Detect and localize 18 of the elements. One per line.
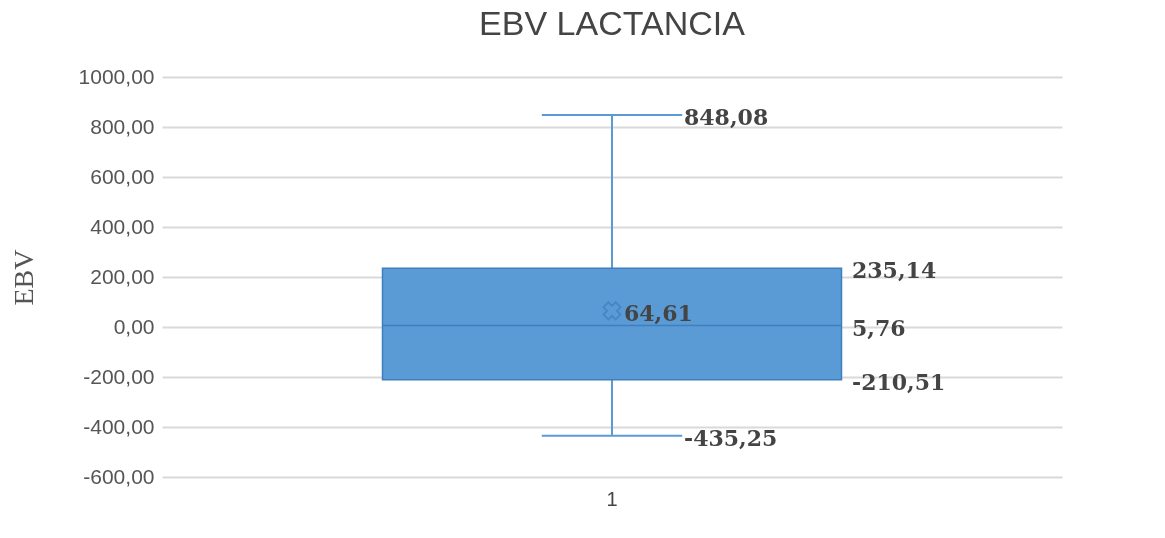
y-tick-label: 800,00: [90, 114, 155, 138]
annotation: -435,25: [684, 424, 778, 451]
y-tick-label: 1000,00: [78, 64, 155, 88]
y-axis-title: EBV: [7, 249, 39, 306]
annotation: 235,14: [852, 257, 937, 284]
annotation: -210,51: [852, 368, 946, 395]
annotation: 64,61: [624, 299, 693, 326]
chart-title: EBV LACTANCIA: [479, 4, 746, 42]
y-tick-label: -600,00: [83, 464, 155, 488]
y-tick-label: 0,00: [113, 314, 155, 338]
annotation: 5,76: [852, 314, 906, 341]
y-tick-label: 400,00: [90, 214, 155, 238]
y-tick-label: -400,00: [83, 414, 155, 438]
y-tick-label: 600,00: [90, 164, 155, 188]
y-tick-label: 200,00: [90, 264, 155, 288]
x-tick-label: 1: [606, 487, 618, 510]
annotation: 848,08: [684, 103, 769, 130]
y-tick-label: -200,00: [83, 364, 155, 388]
